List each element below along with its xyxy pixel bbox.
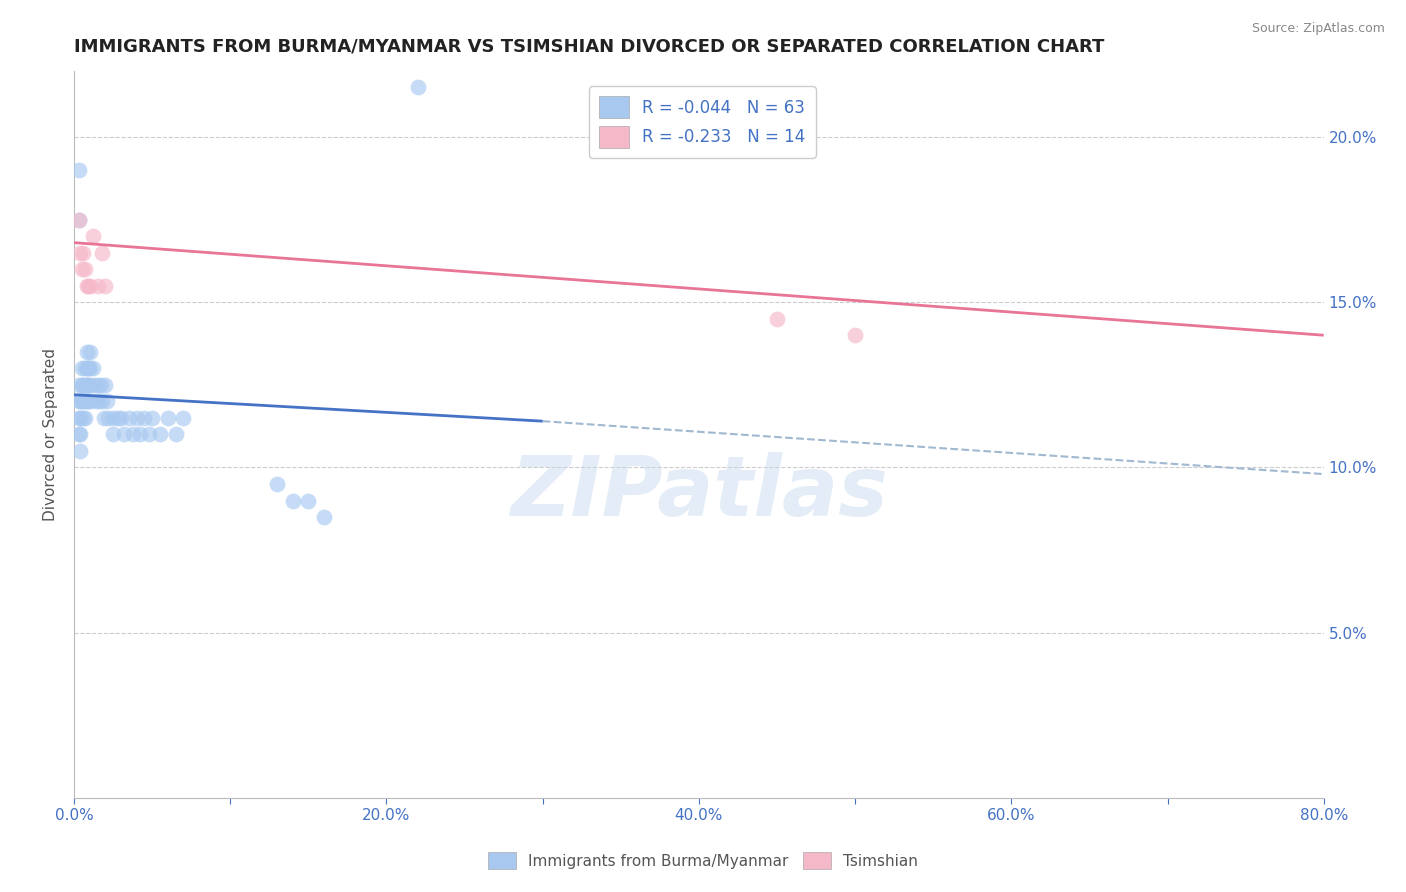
Point [844,328,866,343]
Point [70,394,93,409]
Point [86,377,108,392]
Point [172,410,194,425]
Point [86,278,108,293]
Point [72,245,94,260]
Point [281,493,304,508]
Point [90,377,112,392]
Point [76,394,98,409]
Point [125,410,148,425]
Point [67,212,90,227]
Point [91,394,114,409]
Point [107,410,129,425]
Point [67,427,90,442]
Point [77,361,100,376]
Point [73,377,96,392]
Point [101,427,124,442]
Point [72,410,94,425]
Point [97,410,120,425]
Point [138,427,160,442]
Point [93,410,115,425]
Point [82,229,104,244]
Point [79,377,101,392]
Point [149,427,172,442]
Point [83,377,105,392]
Point [96,394,118,409]
Legend: R = -0.044   N = 63, R = -0.233   N = 14: R = -0.044 N = 63, R = -0.233 N = 14 [589,87,815,158]
Point [87,394,110,409]
Legend: Immigrants from Burma/Myanmar, Tsimshian: Immigrants from Burma/Myanmar, Tsimshian [482,846,924,875]
Text: ZIPatlas: ZIPatlas [510,452,887,533]
Point [82,361,104,376]
Point [67,162,90,177]
Point [67,394,90,409]
Point [77,394,100,409]
Point [84,394,107,409]
Point [122,427,145,442]
Point [134,410,156,425]
Point [67,377,90,392]
Point [69,410,91,425]
Point [141,410,163,425]
Point [94,278,117,293]
Point [312,510,335,524]
Point [69,427,91,442]
Point [112,427,135,442]
Point [79,361,101,376]
Point [76,344,98,359]
Point [73,361,96,376]
Point [69,245,91,260]
Point [77,278,100,293]
Point [297,493,319,508]
Point [69,444,91,458]
Point [67,212,90,227]
Point [69,394,91,409]
Point [79,344,101,359]
Point [76,377,98,392]
Point [101,410,124,425]
Point [70,262,93,277]
Point [156,410,179,425]
Point [165,427,187,442]
Point [128,427,150,442]
Point [94,377,117,392]
Text: Source: ZipAtlas.com: Source: ZipAtlas.com [1251,22,1385,36]
Point [70,361,93,376]
Point [72,394,94,409]
Point [67,410,90,425]
Point [73,394,96,409]
Point [406,80,429,95]
Point [76,361,98,376]
Point [72,377,94,392]
Point [77,377,100,392]
Point [76,278,98,293]
Point [91,245,114,260]
Point [266,477,288,491]
Point [79,394,101,409]
Point [79,278,101,293]
Point [73,410,96,425]
Point [110,410,132,425]
Point [70,377,93,392]
Point [118,410,141,425]
Point [766,311,789,326]
Point [73,262,96,277]
Y-axis label: Divorced or Separated: Divorced or Separated [44,348,58,521]
Text: IMMIGRANTS FROM BURMA/MYANMAR VS TSIMSHIAN DIVORCED OR SEPARATED CORRELATION CHA: IMMIGRANTS FROM BURMA/MYANMAR VS TSIMSHI… [75,37,1105,55]
